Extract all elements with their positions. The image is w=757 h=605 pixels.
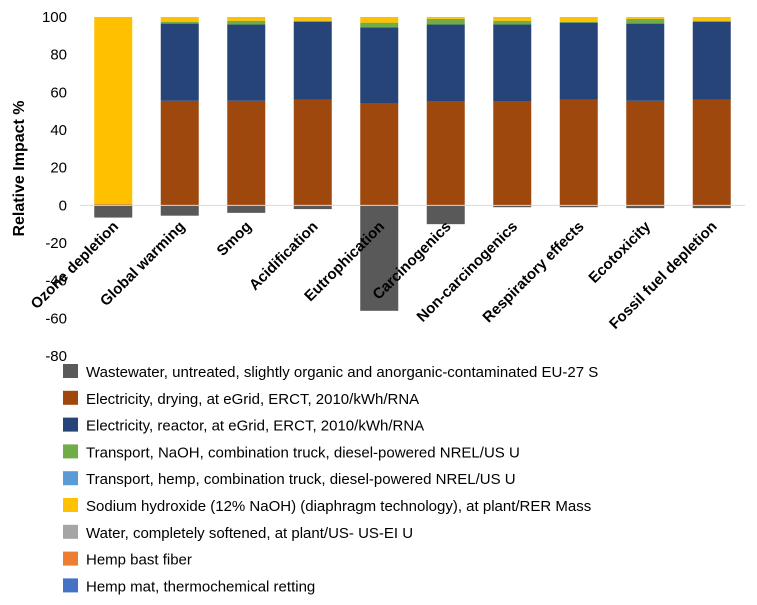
bar-segment [559, 17, 598, 22]
bar-segment [293, 20, 332, 22]
bar-segment [692, 21, 731, 100]
y-tick-label: 40 [50, 122, 67, 139]
y-tick-label: -60 [45, 310, 67, 327]
bar-segment [692, 17, 731, 21]
bar-segment [493, 24, 532, 102]
y-tick-label: -40 [45, 273, 67, 290]
legend-label: Sodium hydroxide (12% NaOH) (diaphragm t… [86, 498, 591, 515]
legend-swatch [63, 444, 78, 459]
bar-segment [227, 20, 266, 25]
bar-segment [559, 99, 598, 206]
y-tick-label: 0 [59, 197, 67, 214]
bar-segment [94, 205, 133, 218]
bar-segment [559, 21, 598, 23]
bar-segment [227, 100, 266, 206]
legend-label: Wastewater, untreated, slightly organic … [86, 364, 598, 381]
legend-label: Hemp bast fiber [86, 552, 192, 569]
bar-segment [493, 20, 532, 25]
y-tick-label: -20 [45, 235, 67, 252]
y-tick-label: 80 [50, 47, 67, 64]
bars-layer [94, 17, 731, 311]
legend-swatch [63, 364, 78, 378]
legend-swatch [63, 524, 78, 539]
legend-swatch [63, 390, 78, 405]
legend-label: Hemp mat, thermochemical retting [86, 578, 315, 595]
bar-segment [426, 205, 465, 225]
bar-segment [426, 24, 465, 102]
y-tick-label: 60 [50, 84, 67, 101]
bar-segment [160, 21, 199, 24]
bar-segment [360, 205, 399, 311]
bar-segment [160, 205, 199, 216]
bar-segment [426, 17, 465, 19]
bar-segment [692, 20, 731, 22]
bar-segment [626, 17, 665, 19]
x-category-label: Acidification [246, 218, 322, 294]
legend-label: Water, completely softened, at plant/US-… [86, 525, 413, 542]
x-category-label: Smog [214, 218, 255, 259]
legend-label: Transport, hemp, combination truck, dies… [86, 471, 516, 488]
legend-swatch [63, 498, 78, 512]
bar-segment [360, 17, 399, 23]
x-category-label: Ecotoxicity [585, 218, 654, 287]
legend-label: Transport, NaOH, combination truck, dies… [86, 444, 520, 461]
bar-segment [692, 99, 731, 206]
y-tick-label: 100 [42, 9, 67, 26]
x-category-label: Fossil fuel depletion [606, 218, 721, 333]
bar-segment [493, 101, 532, 206]
bar-segment [227, 17, 266, 21]
legend-swatch [63, 417, 78, 432]
y-tick-label: 20 [50, 160, 67, 177]
bar-segment [227, 24, 266, 101]
bar-segment [293, 205, 332, 210]
bar-segment [426, 18, 465, 25]
bar-segment [94, 17, 133, 205]
bar-segment [426, 101, 465, 206]
legend-swatch [63, 471, 78, 486]
bar-segment [293, 99, 332, 206]
bar-segment [360, 22, 399, 28]
bar-segment [626, 18, 665, 24]
bar-segment [559, 205, 598, 208]
bar-segment [160, 17, 199, 22]
y-tick-label: -80 [45, 348, 67, 365]
bar-segment [360, 103, 399, 206]
legend: Wastewater, untreated, slightly organic … [63, 364, 598, 595]
bar-segment [692, 205, 731, 209]
bar-segment [559, 22, 598, 100]
bar-segment [626, 205, 665, 209]
bar-segment [160, 23, 199, 101]
bar-segment [293, 17, 332, 21]
bar-segment [493, 205, 532, 208]
legend-swatch [63, 551, 78, 566]
bar-segment [293, 21, 332, 100]
bar-segment [493, 17, 532, 21]
bar-segment [626, 23, 665, 101]
bar-segment [227, 205, 266, 213]
y-axis-title: Relative Impact % [11, 100, 28, 236]
legend-label: Electricity, reactor, at eGrid, ERCT, 20… [86, 418, 424, 435]
bar-segment [160, 100, 199, 206]
bar-segment [360, 27, 399, 104]
bar-segment [626, 100, 665, 206]
legend-swatch [63, 578, 78, 593]
legend-label: Electricity, drying, at eGrid, ERCT, 201… [86, 391, 419, 408]
